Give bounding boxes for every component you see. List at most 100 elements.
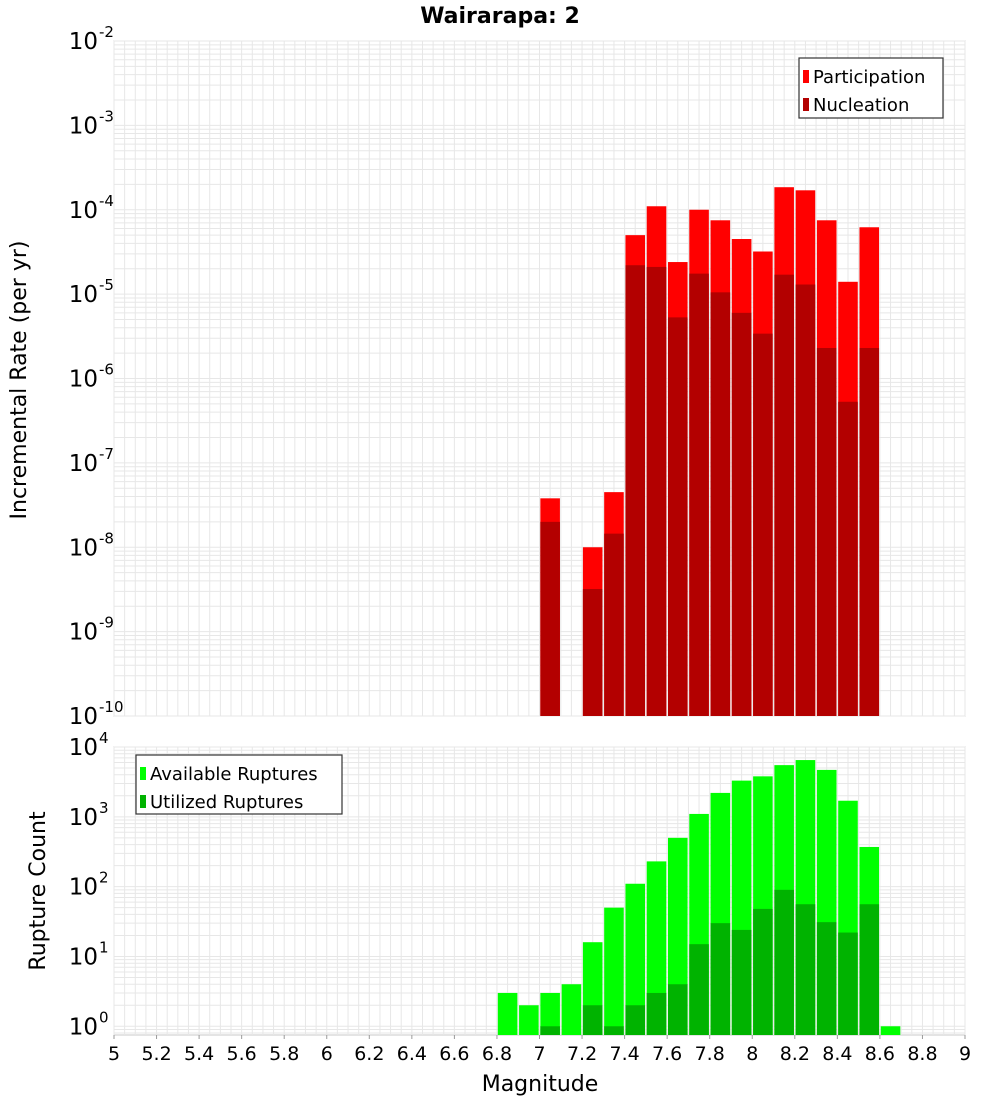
- legend-swatch: [140, 767, 146, 780]
- y-tick-label: 10: [69, 805, 98, 831]
- utilized-ruptures-bar: [604, 1026, 624, 1035]
- available-ruptures-bar: [604, 907, 624, 1035]
- bottom-y-axis-label: Rupture Count: [26, 811, 51, 971]
- top-y-ticks: 10-210-310-410-510-610-710-810-910-10: [69, 23, 124, 730]
- top-legend: Participation Nucleation: [798, 57, 944, 119]
- utilized-ruptures-bar: [859, 904, 880, 1035]
- top-bars: [540, 187, 880, 717]
- x-tick-label: 6.6: [439, 1043, 469, 1065]
- y-tick-exponent: -8: [99, 529, 114, 547]
- y-tick-exponent: -2: [99, 23, 114, 41]
- nucleation-bar: [540, 521, 560, 716]
- nucleation-bar: [795, 284, 816, 716]
- legend-label: Nucleation: [813, 95, 909, 116]
- utilized-ruptures-bar: [838, 932, 858, 1035]
- nucleation-bar: [710, 292, 731, 716]
- y-tick-label: 10: [69, 367, 98, 393]
- chart-title: Wairarapa: 2: [420, 4, 580, 29]
- utilized-ruptures-bar: [710, 923, 731, 1035]
- x-tick-label: 5.6: [227, 1043, 257, 1065]
- y-tick-exponent: -4: [99, 192, 114, 210]
- x-tick-label: 5: [108, 1043, 120, 1065]
- legend-label: Participation: [813, 67, 925, 88]
- utilized-ruptures-bar: [753, 908, 773, 1035]
- available-ruptures-bar: [561, 984, 582, 1035]
- y-tick-label: 10: [69, 1014, 98, 1040]
- y-tick-label: 10: [69, 944, 98, 970]
- legend-swatch: [803, 70, 809, 83]
- y-tick-label: 10: [69, 113, 98, 139]
- x-tick-label: 7.2: [567, 1043, 597, 1065]
- x-tick-label: 6.8: [482, 1043, 512, 1065]
- x-tick-label: 8.2: [780, 1043, 810, 1065]
- y-tick-exponent: -10: [99, 698, 124, 716]
- bottom-bars: [497, 760, 901, 1035]
- legend-label: Available Ruptures: [150, 764, 318, 785]
- x-tick-label: 8.8: [907, 1043, 937, 1065]
- bottom-legend: Available Ruptures Utilized Ruptures: [135, 754, 343, 815]
- legend-swatch: [140, 795, 146, 808]
- utilized-ruptures-bar: [795, 904, 816, 1035]
- y-tick-label: 10: [69, 282, 98, 308]
- x-tick-label: 8: [746, 1043, 758, 1065]
- utilized-ruptures-bar: [646, 992, 667, 1035]
- x-tick-label: 9: [959, 1043, 971, 1065]
- legend-box: [135, 754, 343, 815]
- y-tick-label: 10: [69, 704, 98, 730]
- x-tick-label: 5.8: [269, 1043, 299, 1065]
- y-tick-label: 10: [69, 620, 98, 646]
- y-tick-exponent: -3: [99, 107, 114, 125]
- y-tick-exponent: 0: [99, 1008, 109, 1026]
- x-tick-label: 6: [321, 1043, 333, 1065]
- legend-label: Utilized Ruptures: [150, 792, 303, 813]
- y-tick-exponent: 1: [99, 938, 109, 956]
- nucleation-bar: [604, 533, 624, 716]
- utilized-ruptures-bar: [668, 984, 688, 1035]
- x-tick-label: 7.8: [695, 1043, 725, 1065]
- top-y-axis-label: Incremental Rate (per yr): [7, 241, 32, 520]
- nucleation-bar: [816, 347, 837, 716]
- utilized-ruptures-bar: [540, 1026, 560, 1035]
- y-tick-exponent: 4: [99, 729, 109, 747]
- y-tick-exponent: -6: [99, 361, 114, 379]
- utilized-ruptures-bar: [582, 1005, 603, 1035]
- y-tick-exponent: -5: [99, 276, 114, 294]
- nucleation-bar: [689, 273, 709, 716]
- y-tick-label: 10: [69, 29, 98, 55]
- nucleation-bar: [625, 265, 646, 716]
- y-tick-exponent: -7: [99, 445, 114, 463]
- nucleation-bar: [731, 312, 752, 716]
- legend-box: [798, 57, 944, 119]
- legend-swatch: [803, 98, 809, 111]
- available-ruptures-bar: [540, 992, 560, 1035]
- available-ruptures-bar: [625, 883, 646, 1035]
- y-tick-label: 10: [69, 451, 98, 477]
- y-tick-exponent: 2: [99, 869, 109, 887]
- y-tick-label: 10: [69, 735, 98, 761]
- available-ruptures-bar: [880, 1026, 901, 1035]
- bottom-x-ticks: 5 5.2 5.4 5.6 5.8 6 6.2 6.4 6.6 6.8 7 7.2 7.4 7.6 7.8 8…: [108, 1035, 971, 1065]
- nucleation-bar: [582, 589, 603, 716]
- utilized-ruptures-bar: [816, 922, 837, 1035]
- available-ruptures-bar: [646, 861, 667, 1035]
- x-tick-label: 5.2: [141, 1043, 171, 1065]
- nucleation-bar: [859, 347, 880, 716]
- utilized-ruptures-bar: [731, 929, 752, 1035]
- top-grid: [113, 40, 966, 717]
- x-tick-label: 7.6: [652, 1043, 682, 1065]
- available-ruptures-bar: [519, 1005, 539, 1035]
- x-tick-label: 6.4: [397, 1043, 427, 1065]
- y-tick-exponent: -9: [99, 614, 114, 632]
- utilized-ruptures-bar: [689, 944, 709, 1035]
- nucleation-bar: [838, 401, 858, 716]
- nucleation-bar: [753, 333, 773, 716]
- x-axis-label: Magnitude: [482, 1072, 599, 1097]
- y-tick-label: 10: [69, 535, 98, 561]
- top-panel: 10-210-310-410-510-610-710-810-910-10 In…: [7, 23, 966, 730]
- x-tick-label: 6.2: [354, 1043, 384, 1065]
- x-tick-label: 7.4: [609, 1043, 639, 1065]
- x-tick-label: 5.4: [184, 1043, 214, 1065]
